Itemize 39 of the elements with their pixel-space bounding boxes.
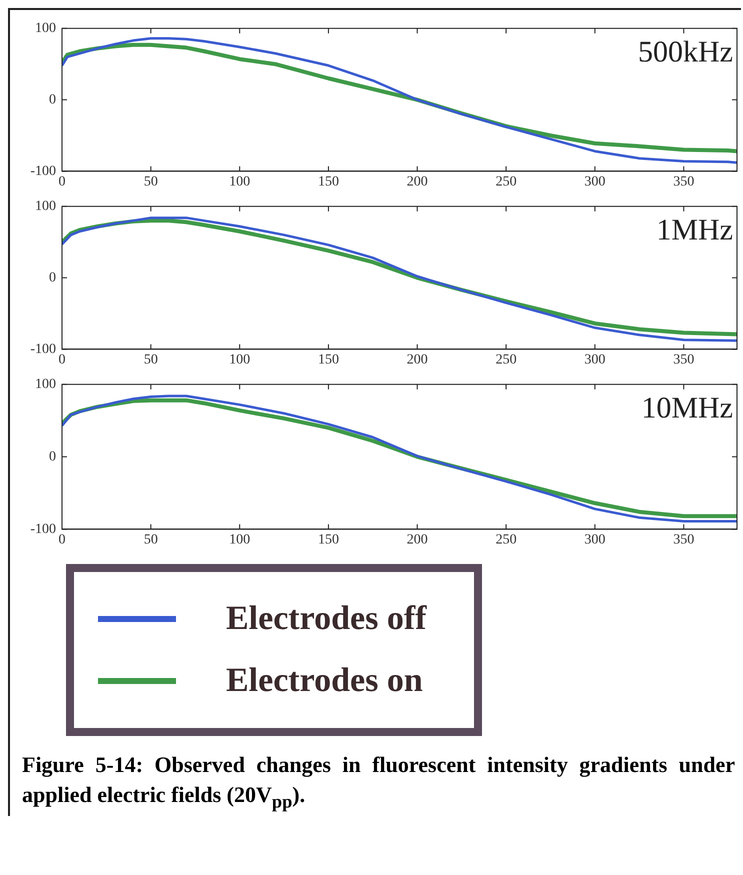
chart-title: 500kHz [638,35,733,68]
legend-label: Electrodes on [226,662,423,700]
chart-title: 10MHz [641,391,733,424]
x-tick-label: 50 [144,174,158,190]
y-tick-label: 0 [49,449,56,464]
x-tick-label: 350 [673,174,694,190]
x-tick-label: 100 [229,352,250,368]
x-tick-label: 50 [144,532,158,548]
y-tick-label: 0 [49,270,56,286]
x-tick-label: 0 [58,532,66,548]
y-tick-label: -100 [30,522,56,537]
x-tick-label: 0 [58,352,66,368]
y-tick-label: 100 [35,199,56,214]
x-tick-label: 250 [496,352,517,368]
x-tick-label: 100 [229,174,250,190]
x-tick-label: 200 [406,532,428,548]
x-tick-label: 200 [406,174,428,190]
x-tick-label: 250 [496,532,517,548]
y-tick-label: 100 [35,377,56,392]
x-tick-label: 0 [58,174,66,190]
x-tick-label: 100 [229,532,250,548]
x-tick-label: 200 [406,352,428,368]
x-tick-label: 300 [584,352,606,368]
chart-title: 1MHz [656,213,733,246]
x-tick-label: 250 [496,174,517,190]
x-tick-label: 150 [318,352,339,368]
y-tick-label: -100 [30,164,56,179]
y-tick-label: 100 [35,21,56,36]
legend-label: Electrodes off [226,600,426,638]
caption: Figure 5-14: Observed changes in fluorescent intensity gradients under applied electric fields (20V$_{pp}$). [22,751,735,814]
y-tick-label: -100 [30,342,56,357]
x-tick-label: 150 [318,174,339,190]
x-tick-label: 350 [673,352,694,368]
y-tick-label: 0 [49,92,56,108]
x-tick-label: 300 [584,174,606,190]
x-tick-label: 300 [584,532,606,548]
x-tick-label: 50 [144,352,158,368]
x-tick-label: 350 [673,532,694,548]
x-tick-label: 150 [318,532,339,548]
